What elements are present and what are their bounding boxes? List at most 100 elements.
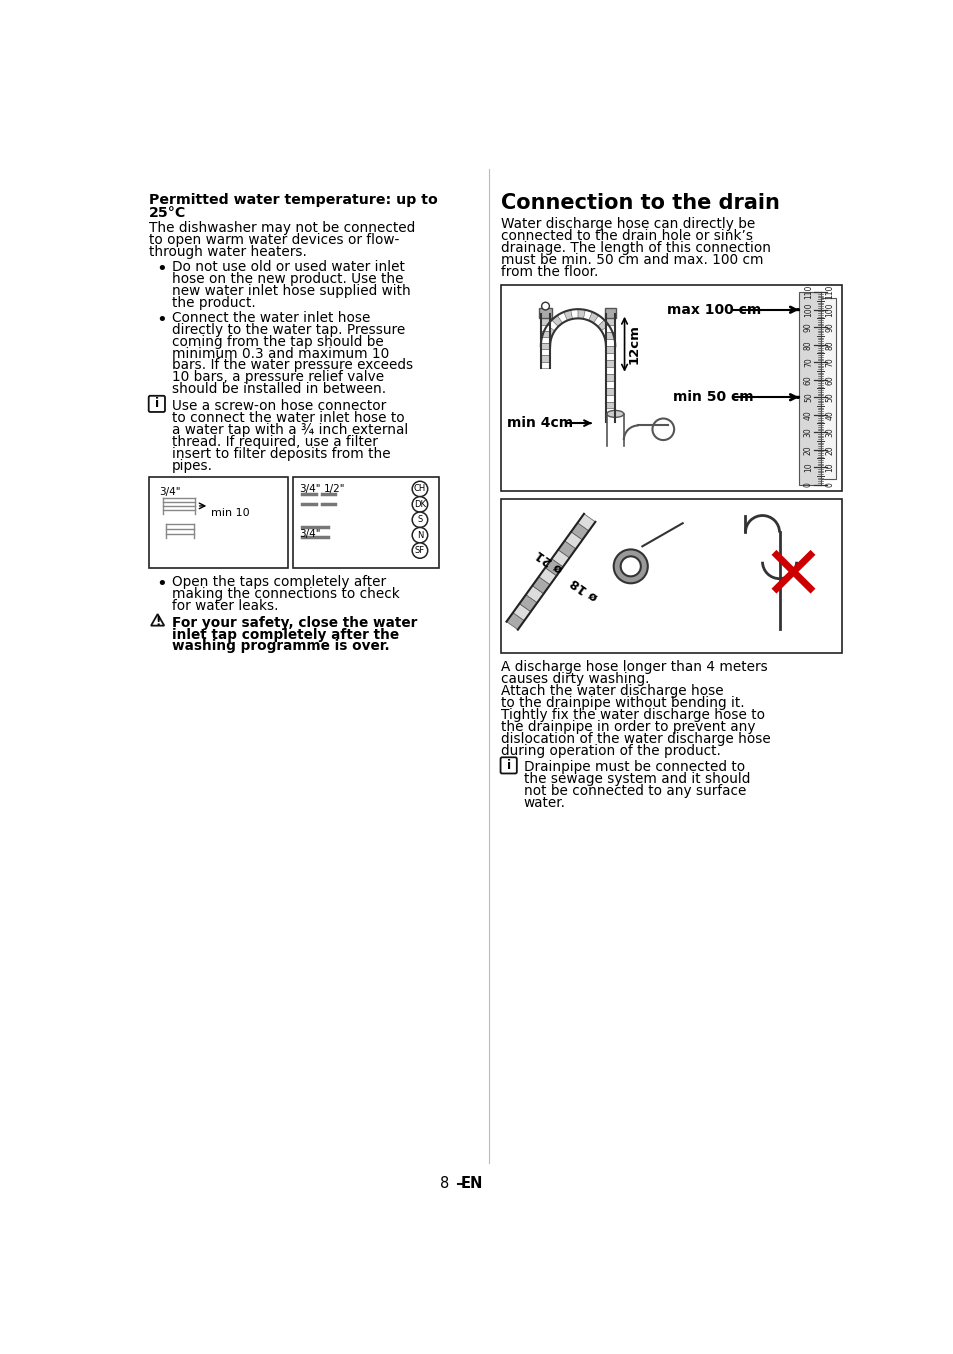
- Text: a water tap with a ¾ inch external: a water tap with a ¾ inch external: [172, 422, 408, 437]
- Text: 0: 0: [824, 482, 834, 487]
- Text: to open warm water devices or flow-: to open warm water devices or flow-: [149, 233, 398, 246]
- Text: 110: 110: [803, 286, 812, 299]
- Polygon shape: [551, 550, 569, 567]
- Polygon shape: [605, 332, 615, 340]
- Polygon shape: [605, 360, 615, 367]
- Text: directly to the water tap. Pressure: directly to the water tap. Pressure: [172, 322, 405, 337]
- Polygon shape: [557, 311, 567, 324]
- Text: through water heaters.: through water heaters.: [149, 245, 306, 259]
- Polygon shape: [540, 355, 550, 362]
- Text: Use a screw-on hose connector: Use a screw-on hose connector: [172, 399, 386, 413]
- Bar: [500, 284, 841, 492]
- Text: 8: 8: [439, 1177, 449, 1192]
- Polygon shape: [588, 311, 598, 324]
- Bar: [500, 498, 841, 653]
- Circle shape: [652, 418, 674, 440]
- Text: 3/4": 3/4": [298, 529, 320, 539]
- Text: 60: 60: [803, 375, 812, 385]
- Text: pipes.: pipes.: [172, 459, 213, 473]
- Text: 30: 30: [824, 428, 834, 437]
- Text: Water discharge hose can directly be: Water discharge hose can directly be: [500, 217, 754, 232]
- Polygon shape: [538, 567, 556, 585]
- Text: •: •: [156, 310, 167, 329]
- Text: drainage. The length of this connection: drainage. The length of this connection: [500, 241, 770, 255]
- Polygon shape: [518, 594, 537, 612]
- Text: ø 21: ø 21: [533, 547, 565, 575]
- Text: the sewage system and it should: the sewage system and it should: [523, 772, 749, 787]
- Polygon shape: [605, 394, 615, 402]
- Polygon shape: [605, 338, 615, 347]
- Text: 100: 100: [824, 302, 834, 317]
- Polygon shape: [605, 380, 615, 387]
- Polygon shape: [577, 513, 595, 531]
- Text: •: •: [156, 575, 167, 593]
- Text: min 4cm: min 4cm: [506, 416, 572, 431]
- Text: 80: 80: [803, 340, 812, 349]
- Text: should be installed in between.: should be installed in between.: [172, 382, 386, 397]
- Text: connected to the drain hole or sink’s: connected to the drain hole or sink’s: [500, 229, 752, 244]
- Text: 40: 40: [803, 410, 812, 420]
- Text: 10: 10: [824, 463, 834, 473]
- Text: •: •: [156, 260, 167, 278]
- Text: water.: water.: [523, 796, 565, 810]
- Text: 10 bars, a pressure relief valve: 10 bars, a pressure relief valve: [172, 371, 384, 385]
- Text: 12cm: 12cm: [627, 324, 640, 364]
- Polygon shape: [540, 318, 550, 325]
- Text: 3/4": 3/4": [298, 485, 320, 494]
- Polygon shape: [547, 320, 558, 330]
- Polygon shape: [600, 325, 612, 336]
- Text: 25°C: 25°C: [149, 206, 186, 219]
- Text: 0: 0: [803, 482, 812, 487]
- Text: Tightly fix the water discharge hose to: Tightly fix the water discharge hose to: [500, 708, 763, 722]
- Bar: [537, 309, 552, 318]
- Polygon shape: [605, 402, 615, 409]
- Polygon shape: [540, 343, 550, 349]
- Text: not be connected to any surface: not be connected to any surface: [523, 784, 745, 799]
- Circle shape: [412, 497, 427, 512]
- Polygon shape: [603, 332, 614, 341]
- Circle shape: [541, 302, 549, 310]
- Polygon shape: [540, 325, 550, 330]
- Polygon shape: [540, 362, 550, 368]
- Bar: [149, 477, 288, 567]
- Polygon shape: [605, 318, 615, 325]
- Text: max 100 cm: max 100 cm: [666, 303, 760, 317]
- Polygon shape: [513, 604, 530, 620]
- Text: 3/4": 3/4": [159, 487, 181, 497]
- Circle shape: [412, 481, 427, 497]
- Text: SF: SF: [415, 546, 425, 555]
- Text: 100: 100: [803, 302, 812, 317]
- Polygon shape: [593, 315, 603, 326]
- Text: 20: 20: [803, 445, 812, 455]
- Polygon shape: [543, 325, 555, 336]
- Text: i: i: [506, 758, 510, 772]
- Text: DK: DK: [414, 500, 425, 509]
- Polygon shape: [151, 615, 164, 626]
- Text: CH: CH: [414, 485, 426, 493]
- Text: 1/2": 1/2": [323, 485, 345, 494]
- Polygon shape: [558, 540, 576, 558]
- Text: Open the taps completely after: Open the taps completely after: [172, 575, 386, 589]
- Text: Permitted water temperature: up to: Permitted water temperature: up to: [149, 192, 437, 207]
- Text: during operation of the product.: during operation of the product.: [500, 743, 720, 758]
- Text: Do not use old or used water inlet: Do not use old or used water inlet: [172, 260, 404, 274]
- Text: the drainpipe in order to prevent any: the drainpipe in order to prevent any: [500, 720, 754, 734]
- Bar: [798, 292, 820, 485]
- Text: N: N: [416, 531, 423, 540]
- Text: 30: 30: [803, 428, 812, 437]
- Text: S: S: [416, 516, 422, 524]
- Text: ø 18: ø 18: [568, 575, 600, 604]
- Polygon shape: [570, 309, 578, 320]
- Text: 40: 40: [824, 410, 834, 420]
- Text: inlet tap completely after the: inlet tap completely after the: [172, 627, 398, 642]
- Text: !: !: [154, 615, 160, 627]
- Text: hose on the new product. Use the: hose on the new product. Use the: [172, 272, 403, 286]
- Text: min 50 cm: min 50 cm: [672, 390, 753, 405]
- Text: causes dirty washing.: causes dirty washing.: [500, 672, 648, 686]
- Circle shape: [412, 528, 427, 543]
- Ellipse shape: [606, 410, 623, 417]
- Text: The dishwasher may not be connected: The dishwasher may not be connected: [149, 221, 415, 236]
- Text: 110: 110: [824, 286, 834, 299]
- Text: 50: 50: [803, 393, 812, 402]
- Text: the product.: the product.: [172, 295, 255, 310]
